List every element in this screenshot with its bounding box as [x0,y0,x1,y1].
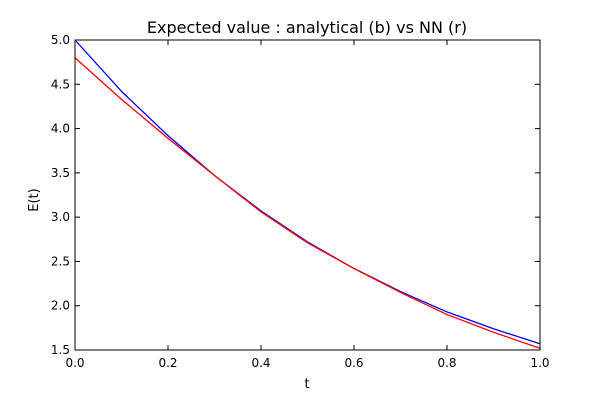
x-tick-label: 0.6 [344,356,363,370]
plot-area [75,40,540,350]
plot-background [75,40,540,350]
y-tick-label: 1.5 [51,343,70,357]
series-line-0 [74,39,541,345]
x-tick-label: 0.0 [65,356,84,370]
x-tick-label: 0.4 [251,356,270,370]
x-tick-label: 0.2 [158,356,177,370]
series-line-1 [74,57,541,349]
y-tick-label: 3.0 [51,210,70,224]
y-tick-label: 4.0 [51,122,70,136]
ticks-layer: 0.0 0.2 0.4 0.6 0.8 1.0 1.5 2.0 2.5 3.0 3.5 4.0 4.5 5… [51,33,550,370]
y-tick-label: 2.5 [51,254,70,268]
x-axis-label: t [304,377,309,392]
chart-title: Expected value : analytical (b) vs NN (r… [147,18,467,37]
y-tick-label: 2.0 [51,299,70,313]
y-tick-label: 4.5 [51,77,70,91]
series-layer [74,39,541,349]
y-tick-label: 3.5 [51,166,70,180]
x-tick-label: 1.0 [530,356,549,370]
plot-frame [74,39,541,351]
x-tick-label: 0.8 [437,356,456,370]
y-axis-label: E(t) [27,188,42,211]
y-tick-label: 5.0 [51,33,70,47]
